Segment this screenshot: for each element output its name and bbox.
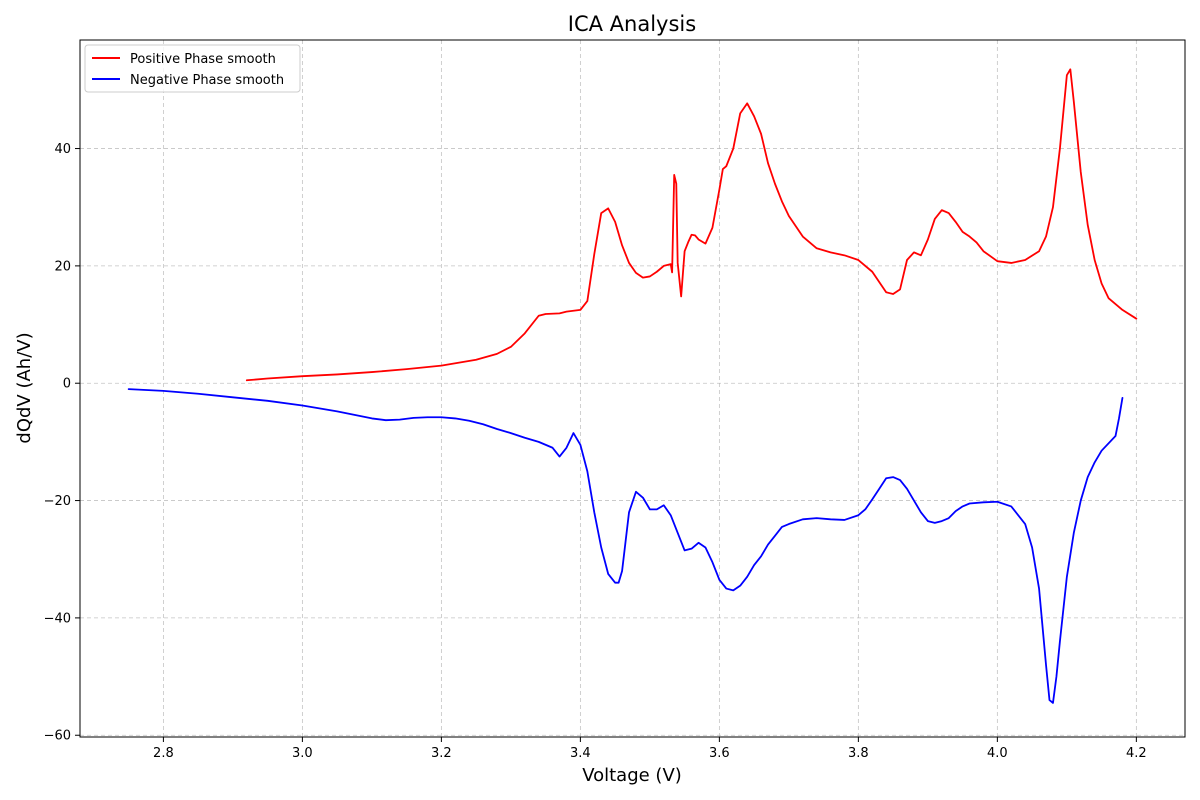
legend-box [84,44,301,93]
series-lines [127,68,1138,704]
x-tick-label: 3.0 [292,746,313,761]
x-tick-label: 2.8 [153,746,174,761]
y-tick-label: 20 [54,259,71,274]
series-line-negative [127,388,1124,704]
legend-label-negative: Negative Phase smooth [130,73,284,88]
y-tick-label: −60 [44,729,71,744]
plot-frame [79,39,1186,738]
x-tick-label: 4.0 [987,746,1008,761]
series-line-positive [245,68,1138,382]
y-tick-label: −20 [44,494,71,509]
legend-label-positive: Positive Phase smooth [130,52,276,67]
x-axis-ticks: 2.8 3.0 3.2 3.4 3.6 3.8 4.0 4.2 [153,737,1147,761]
chart-title: ICA Analysis [568,12,696,36]
y-axis-ticks: −60 −40 −20 0 20 40 [44,142,80,744]
x-tick-label: 3.8 [848,746,869,761]
x-tick-label: 3.2 [431,746,452,761]
x-tick-label: 4.2 [1126,746,1147,761]
x-axis-label: Voltage (V) [582,765,682,786]
grid [80,40,1185,737]
y-axis-label: dQdV (Ah/V) [14,332,35,443]
y-tick-label: 40 [54,142,71,157]
x-tick-label: 3.6 [709,746,730,761]
y-tick-label: −40 [44,611,71,626]
x-tick-label: 3.4 [570,746,591,761]
y-tick-label: 0 [63,377,71,392]
legend: Positive Phase smooth Negative Phase smo… [84,44,301,93]
